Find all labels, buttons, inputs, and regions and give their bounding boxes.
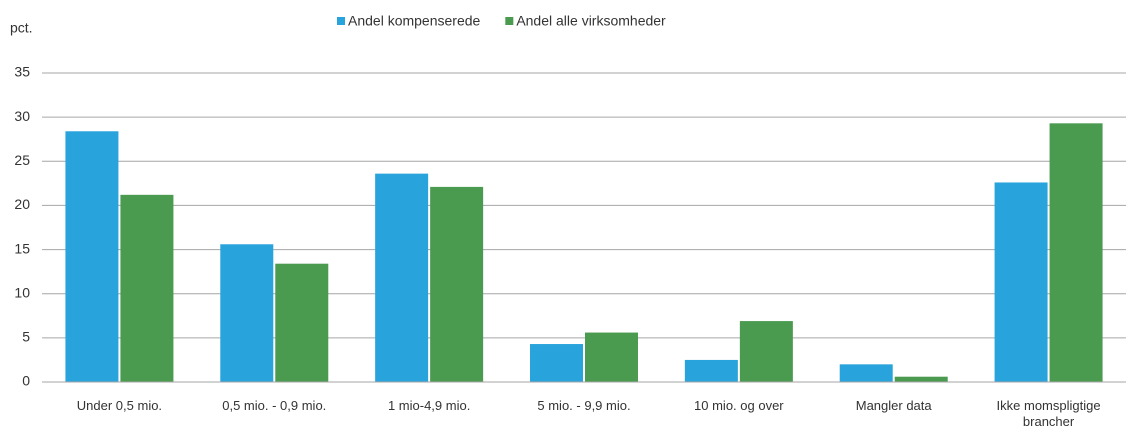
bar bbox=[894, 376, 948, 382]
legend-swatch bbox=[337, 17, 345, 25]
bar bbox=[275, 263, 329, 382]
x-tick-label: 10 mio. og over bbox=[694, 398, 784, 413]
y-tick-label: 0 bbox=[22, 373, 30, 389]
x-tick-label: Under 0,5 mio. bbox=[76, 398, 163, 413]
y-tick-label: 15 bbox=[14, 240, 30, 256]
bar bbox=[220, 244, 274, 382]
y-tick-label: 10 bbox=[14, 284, 30, 300]
legend-swatch bbox=[505, 17, 514, 25]
bar bbox=[839, 364, 893, 382]
bar bbox=[739, 321, 793, 382]
y-tick-label: 30 bbox=[14, 108, 30, 124]
x-tick-label: 0,5 mio. - 0,9 mio. bbox=[222, 398, 327, 413]
y-axis-label: pct. bbox=[10, 20, 33, 36]
legend-label: Andel kompenserede bbox=[348, 13, 481, 29]
y-tick-label: 20 bbox=[14, 196, 30, 212]
x-tick-label: Mangler data bbox=[855, 398, 932, 413]
bar bbox=[530, 344, 583, 382]
bar bbox=[65, 131, 119, 382]
y-tick-label: 25 bbox=[14, 152, 30, 168]
bar bbox=[585, 332, 638, 382]
bar bbox=[120, 194, 174, 382]
bar bbox=[430, 186, 484, 382]
bar bbox=[684, 359, 738, 382]
legend-label: Andel alle virksomheder bbox=[516, 13, 666, 29]
y-tick-label: 5 bbox=[22, 329, 30, 345]
y-tick-label: 35 bbox=[14, 64, 30, 80]
bar bbox=[375, 173, 429, 382]
x-tick-label: 5 mio. - 9,9 mio. bbox=[537, 398, 631, 413]
bar bbox=[994, 182, 1048, 382]
x-tick-label: Ikke momspligtige brancher bbox=[996, 398, 1101, 429]
bar bbox=[1049, 123, 1103, 382]
x-tick-label: 1 mio-4,9 mio. bbox=[387, 398, 471, 413]
